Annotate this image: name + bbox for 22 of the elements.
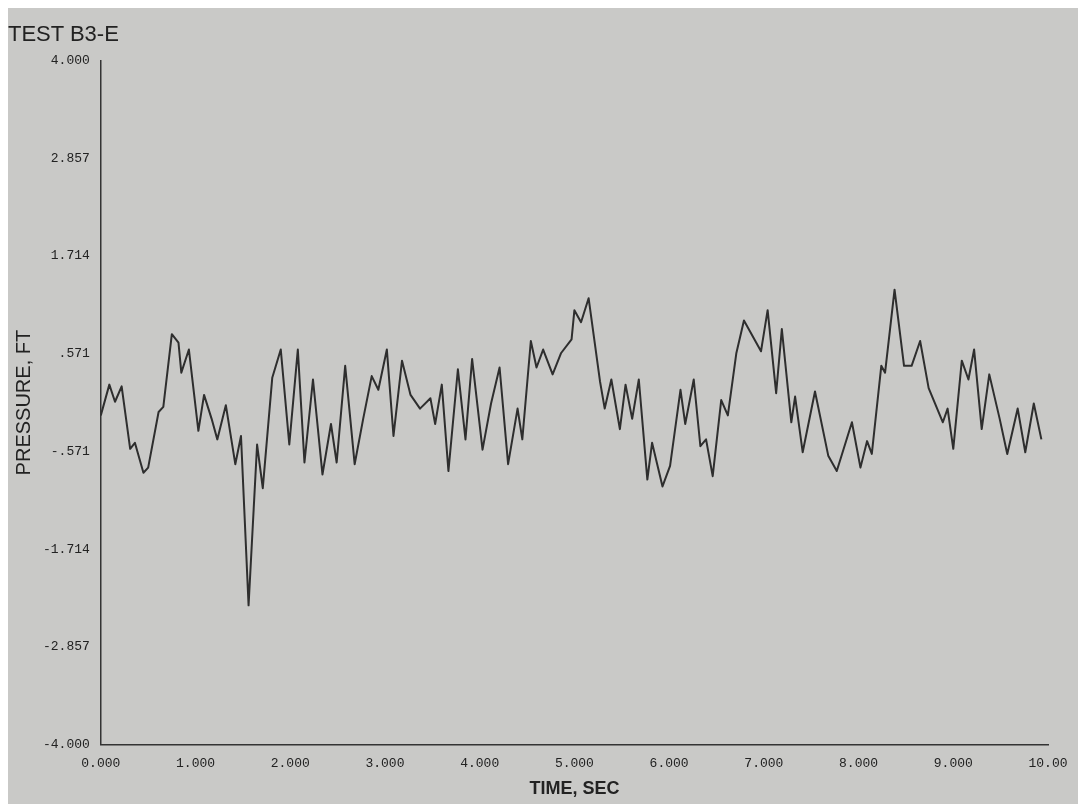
chart-title: TEST B3-E: [8, 21, 119, 47]
x-tick-label: 1.000: [176, 756, 216, 772]
x-tick-label: 0.000: [81, 756, 121, 772]
x-tick-label: 3.000: [365, 756, 405, 772]
y-tick-label: 1.714: [50, 248, 90, 264]
y-tick-label: .571: [58, 346, 90, 362]
y-tick-label: -.571: [50, 443, 90, 459]
y-axis-title: PRESSURE, FT: [11, 329, 34, 476]
y-tick-label: 2.857: [50, 150, 90, 166]
x-tick-label: 4.000: [460, 756, 500, 772]
x-tick-label: 10.00: [1028, 756, 1068, 772]
y-tick-label: -1.714: [43, 541, 90, 557]
y-tick-label: -4.000: [43, 737, 90, 753]
x-axis-title: TIME, SEC: [529, 778, 620, 799]
x-tick-label: 6.000: [649, 756, 689, 772]
x-tick-label: 2.000: [270, 756, 310, 772]
y-tick-label: -2.857: [43, 639, 90, 655]
y-tick-label: 4.000: [50, 52, 90, 68]
x-tick-label: 7.000: [744, 756, 784, 772]
x-tick-label: 8.000: [839, 756, 879, 772]
x-tick-label: 5.000: [554, 756, 594, 772]
x-tick-label: 9.000: [933, 756, 973, 772]
